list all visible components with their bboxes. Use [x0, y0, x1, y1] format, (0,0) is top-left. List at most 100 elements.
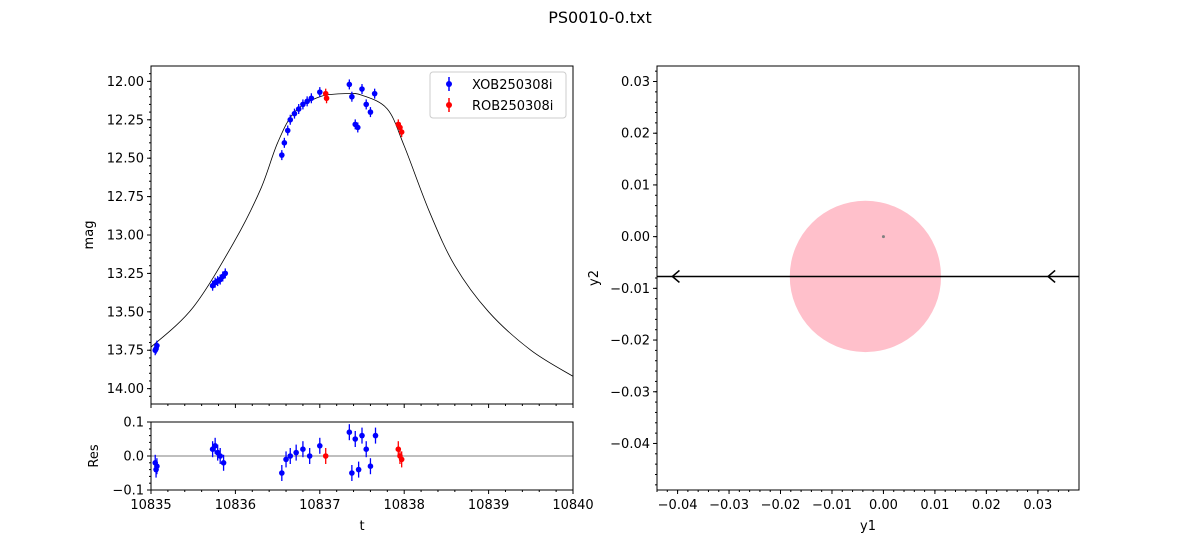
residual-point: [349, 470, 355, 476]
light-curve-point: [279, 152, 285, 158]
model-curve: [150, 92, 574, 377]
residual-point: [346, 429, 353, 436]
light-curve-point: [354, 124, 361, 131]
light-curve-point: [284, 127, 291, 134]
light-curve-x-ticks: [150, 404, 574, 408]
light-curve-y-ticks: 12.00 12.25 12.50 12.75 13.00 13.25 13.50 13.75…: [107, 73, 151, 397]
trajectory-panel: 0.03 0.02 0.01 0.00 −0.01 −0.02 −0.03 −0.04 −0.…: [587, 65, 1080, 534]
figure-title: PS0010-0.txt: [548, 8, 652, 27]
residual-y-tick-label: 0.1: [123, 416, 144, 431]
residual-point: [363, 446, 370, 453]
light-curve-y-tick-label: 13.00: [107, 229, 144, 244]
light-curve-point: [291, 110, 298, 117]
trajectory-x-tick-label: −0.01: [812, 498, 852, 513]
residual-point: [212, 443, 218, 449]
trajectory-x-tick-label: 0.02: [972, 498, 1001, 513]
light-curve-point: [371, 90, 378, 97]
light-curve-y-tick-label: 12.75: [107, 190, 144, 205]
light-curve-y-tick-label: 14.00: [107, 382, 144, 397]
trajectory-y-ticks: 0.03 0.02 0.01 0.00 −0.01 −0.02 −0.03 −0.04: [610, 70, 657, 486]
light-curve-point: [222, 270, 229, 277]
light-curve-point: [346, 81, 353, 88]
light-curve-point: [154, 342, 160, 349]
light-curve-point: [308, 95, 315, 102]
residual-point: [293, 449, 299, 456]
trajectory-y-tick-label: 0.02: [621, 127, 650, 142]
light-curve-point: [367, 109, 374, 115]
residual-x-tick-label: 10835: [130, 498, 171, 513]
trajectory-arrow-icon: [1046, 269, 1056, 284]
trajectory-y-tick-label: −0.04: [610, 437, 650, 452]
residual-point: [367, 463, 374, 470]
residual-x-tick-label: 10839: [468, 498, 509, 513]
trajectory-y-tick-label: 0.01: [621, 178, 650, 193]
residual-x-tick-label: 10838: [384, 498, 425, 513]
legend-xob-marker: [446, 81, 452, 87]
light-curve-point: [317, 89, 323, 95]
residual-point: [287, 453, 294, 459]
light-curve-y-tick-label: 12.00: [107, 75, 144, 90]
residual-point: [283, 456, 289, 463]
residual-y-label: Res: [87, 444, 102, 467]
light-curve-point: [349, 93, 355, 100]
residual-y-tick-label: 0.0: [123, 450, 144, 465]
legend: XOB250308i ROB250308i: [429, 71, 567, 119]
light-curve-point: [304, 98, 310, 105]
residual-x-tick-label: 10840: [552, 498, 593, 513]
residual-point: [217, 453, 224, 459]
residual-point: [352, 436, 359, 442]
light-curve-y-tick-label: 12.50: [107, 152, 144, 167]
residual-point: [300, 446, 306, 453]
trajectory-x-tick-label: −0.03: [709, 498, 749, 513]
light-curve-panel: 12.00 12.25 12.50 12.75 13.00 13.25 13.50 13.75…: [82, 65, 574, 408]
light-curve-y-label: mag: [82, 221, 97, 250]
light-curve-y-tick-label: 13.50: [107, 305, 144, 320]
trajectory-x-label: y1: [860, 519, 876, 534]
residual-point: [154, 463, 160, 470]
residual-point: [317, 443, 323, 449]
residual-x-ticks: 10835 10836 10837 10838 10839 10840: [130, 490, 594, 513]
trajectory-x-ticks: −0.04 −0.03 −0.02 −0.01 0.00 0.01 0.02 0.03: [656, 490, 1070, 513]
light-curve-y-tick-label: 13.25: [107, 267, 144, 282]
residual-point: [279, 470, 285, 476]
residual-panel: 0.1 0.0 −0.1 10835 10836 10837 10838 10839 1084…: [87, 416, 594, 535]
light-curve-point: [398, 129, 405, 135]
light-curve-point: [287, 116, 294, 123]
trajectory-x-tick-label: 0.01: [920, 498, 949, 513]
light-curve-points: [152, 79, 405, 356]
trajectory-y-tick-label: −0.01: [610, 282, 650, 297]
light-curve-point: [300, 101, 306, 108]
residual-point: [359, 432, 365, 439]
light-curve-y-tick-label: 13.75: [107, 344, 144, 359]
residual-point: [398, 456, 405, 463]
residual-point: [220, 460, 227, 466]
light-curve-point: [295, 106, 302, 112]
residual-point: [372, 432, 379, 439]
trajectory-y-tick-label: −0.03: [610, 385, 650, 400]
trajectory-arrows: [671, 269, 1056, 284]
residual-point: [355, 466, 362, 473]
trajectory-y-label: y2: [587, 270, 602, 286]
trajectory-x-tick-label: −0.02: [761, 498, 801, 513]
trajectory-y-tick-label: 0.03: [621, 75, 650, 90]
residual-x-label: t: [359, 519, 364, 534]
trajectory-x-tick-label: 0.03: [1023, 498, 1052, 513]
legend-label-xob: XOB250308i: [472, 78, 552, 93]
trajectory-x-tick-label: −0.04: [658, 498, 698, 513]
trajectory-y-tick-label: 0.00: [621, 230, 650, 245]
residual-point: [306, 453, 313, 459]
legend-label-rob: ROB250308i: [472, 99, 553, 114]
residual-y-tick-label: −0.1: [112, 484, 144, 499]
trajectory-x-tick-label: 0.00: [869, 498, 898, 513]
trajectory-arrow-icon: [671, 269, 680, 284]
light-curve-point: [363, 101, 370, 108]
residual-points: [152, 424, 405, 481]
light-curve-point: [281, 140, 288, 146]
residual-x-tick-label: 10836: [215, 498, 256, 513]
light-curve-point: [359, 86, 365, 92]
residual-x-tick-label: 10837: [299, 498, 340, 513]
trajectory-y-tick-label: −0.02: [610, 334, 650, 349]
legend-box: [429, 71, 567, 119]
residual-y-ticks: 0.1 0.0 −0.1: [112, 416, 151, 499]
